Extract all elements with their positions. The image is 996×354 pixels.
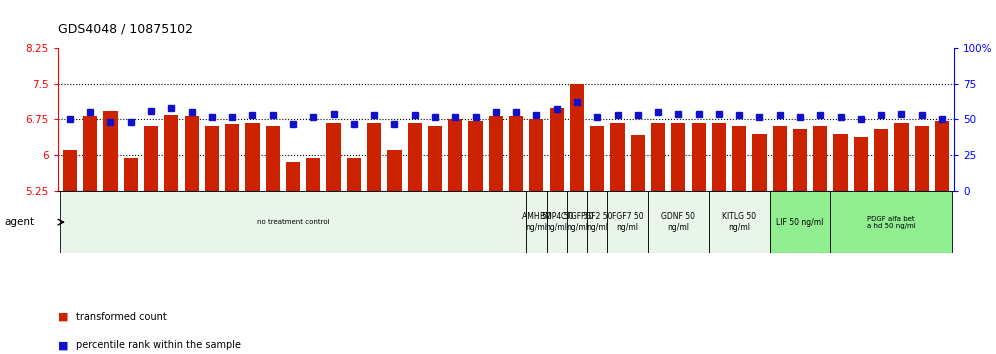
Bar bbox=[591, 126, 605, 191]
Bar bbox=[387, 150, 401, 191]
Bar bbox=[526, 191, 547, 253]
Bar bbox=[266, 126, 280, 191]
Bar bbox=[732, 126, 746, 191]
Bar bbox=[124, 158, 137, 191]
Bar bbox=[630, 135, 644, 191]
Bar bbox=[60, 191, 526, 253]
Bar bbox=[671, 123, 685, 191]
Bar bbox=[648, 191, 709, 253]
Bar bbox=[874, 129, 888, 191]
Text: GDS4048 / 10875102: GDS4048 / 10875102 bbox=[58, 22, 193, 35]
Bar bbox=[509, 116, 523, 191]
Bar bbox=[104, 112, 118, 191]
Text: no treatment control: no treatment control bbox=[257, 219, 330, 225]
Bar bbox=[935, 121, 949, 191]
Text: ■: ■ bbox=[58, 341, 69, 350]
Bar bbox=[368, 123, 381, 191]
Bar bbox=[831, 191, 952, 253]
Bar bbox=[567, 191, 587, 253]
Bar bbox=[144, 126, 158, 191]
Text: agent: agent bbox=[4, 217, 34, 227]
Bar bbox=[651, 123, 665, 191]
Bar bbox=[712, 123, 726, 191]
Bar bbox=[327, 123, 341, 191]
Bar bbox=[770, 191, 831, 253]
Bar bbox=[854, 137, 868, 191]
Bar bbox=[709, 191, 770, 253]
Text: transformed count: transformed count bbox=[76, 312, 166, 322]
Bar bbox=[894, 123, 908, 191]
Bar bbox=[587, 191, 608, 253]
Bar bbox=[225, 124, 239, 191]
Bar bbox=[608, 191, 648, 253]
Bar bbox=[752, 134, 767, 191]
Bar bbox=[407, 123, 421, 191]
Bar bbox=[205, 126, 219, 191]
Bar bbox=[286, 162, 300, 191]
Bar bbox=[611, 123, 624, 191]
Bar bbox=[793, 129, 807, 191]
Bar bbox=[306, 158, 321, 191]
Bar bbox=[570, 84, 584, 191]
Bar bbox=[529, 120, 544, 191]
Text: ■: ■ bbox=[58, 312, 69, 322]
Bar bbox=[245, 123, 260, 191]
Bar bbox=[468, 121, 483, 191]
Bar bbox=[813, 126, 828, 191]
Text: GDNF 50
ng/ml: GDNF 50 ng/ml bbox=[661, 212, 695, 232]
Text: AMH 50
ng/ml: AMH 50 ng/ml bbox=[522, 212, 551, 232]
Text: FGF7 50
ng/ml: FGF7 50 ng/ml bbox=[612, 212, 643, 232]
Text: percentile rank within the sample: percentile rank within the sample bbox=[76, 341, 241, 350]
Bar bbox=[184, 116, 199, 191]
Text: KITLG 50
ng/ml: KITLG 50 ng/ml bbox=[722, 212, 756, 232]
Text: BMP4 50
ng/ml: BMP4 50 ng/ml bbox=[540, 212, 574, 232]
Text: FGF2 50
ng/ml: FGF2 50 ng/ml bbox=[582, 212, 613, 232]
Bar bbox=[834, 134, 848, 191]
Bar bbox=[773, 126, 787, 191]
Bar bbox=[489, 116, 503, 191]
Bar bbox=[914, 126, 929, 191]
Text: CTGF 50
ng/ml: CTGF 50 ng/ml bbox=[561, 212, 593, 232]
Text: PDGF alfa bet
a hd 50 ng/ml: PDGF alfa bet a hd 50 ng/ml bbox=[867, 216, 915, 229]
Bar bbox=[550, 108, 564, 191]
Text: LIF 50 ng/ml: LIF 50 ng/ml bbox=[776, 218, 824, 227]
Bar bbox=[347, 158, 361, 191]
Bar bbox=[691, 123, 706, 191]
Bar bbox=[63, 150, 77, 191]
Bar bbox=[83, 116, 98, 191]
Bar bbox=[448, 120, 462, 191]
Bar bbox=[164, 115, 178, 191]
Bar bbox=[547, 191, 567, 253]
Bar bbox=[428, 126, 442, 191]
